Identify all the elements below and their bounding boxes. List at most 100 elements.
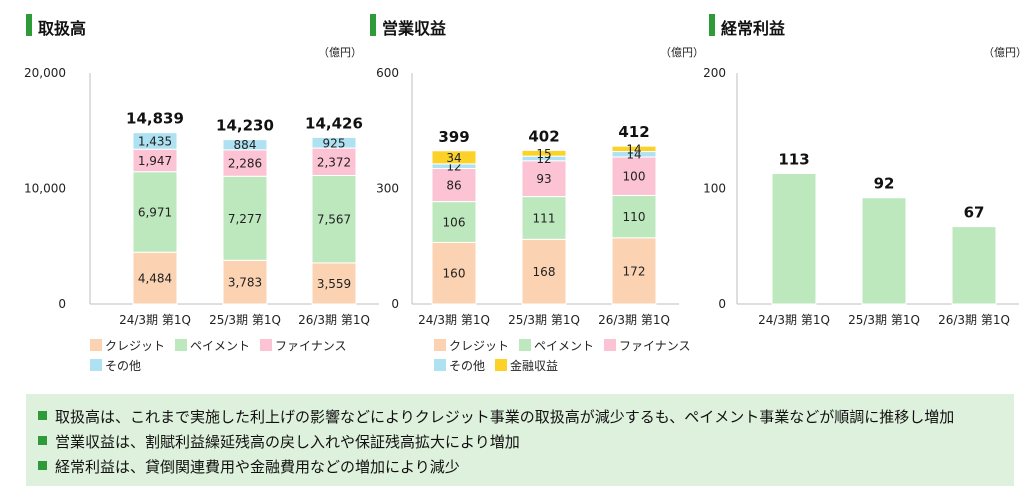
data-label: 6,971 [138, 205, 172, 219]
note-text: 営業収益は、割賦利益繰延残高の戻し入れや保証残高拡大により増加 [55, 433, 520, 451]
legend-item-finance: ファイナンス [604, 337, 691, 354]
x-tick-label: 24/3期 第1Q [758, 313, 830, 327]
unit-label: （億円） [318, 46, 362, 59]
y-tick-label: 200 [703, 66, 726, 80]
bar-segment-credit [521, 238, 567, 305]
data-label: 4,484 [138, 272, 172, 286]
y-tick-label: 0 [718, 297, 726, 311]
title-accent-bar [370, 14, 376, 36]
bar-segment-credit [222, 259, 268, 305]
legend-label: クレジット [105, 339, 166, 353]
data-label: 3,559 [317, 277, 351, 291]
legend-row: その他 金融収益 [434, 357, 701, 377]
legend-row: クレジット ペイメント ファイナンス [90, 337, 357, 357]
data-label: 1,947 [138, 154, 172, 168]
total-label: 402 [528, 127, 559, 145]
data-label: 7,277 [228, 212, 262, 226]
data-label: 93 [536, 172, 551, 186]
legend-swatch [434, 359, 446, 371]
bar-segment-credit [611, 237, 657, 305]
note-item: 経常利益は、貸倒関連費用や金融費用などの増加により減少 [38, 456, 460, 477]
y-tick-label: 20,000 [24, 66, 66, 80]
bar-segment-finance [611, 156, 657, 196]
total-label: 92 [874, 175, 895, 193]
legend-swatch [90, 339, 102, 351]
legend-handling-volume: クレジット ペイメント ファイナンスその他 [90, 337, 357, 377]
panel-operating-revenue: 営業収益 （億円） 0 300 600 160 106 86 12 34 399 24/3期 第1… [370, 0, 704, 390]
y-tick-label: 0 [391, 297, 399, 311]
bar-segment-finance [431, 167, 477, 203]
data-label: 15 [536, 147, 551, 161]
bar-segment-ordinary [771, 172, 817, 305]
legend-label: ファイナンス [619, 339, 691, 353]
bar-segment-ordinary [861, 197, 907, 305]
total-label: 14,839 [126, 110, 184, 128]
bar-segment-kinyu [431, 150, 477, 165]
legend-item-finance: ファイナンス [260, 337, 347, 354]
title-accent-bar [26, 14, 32, 36]
bullet-icon [38, 411, 47, 420]
legend-item-payment: ペイメント [519, 337, 594, 354]
bullet-icon [38, 461, 47, 470]
legend-item-other: その他 [434, 357, 485, 374]
legend-swatch [604, 339, 617, 351]
panel-ordinary-profit: 経常利益 （億円） 0 100 200 113 24/3期 第1Q 92 25/3期 第1Q… [703, 0, 1024, 390]
note-text: 取扱高は、これまで実施した利上げの影響などによりクレジット事業の取扱高が減少する… [55, 408, 955, 426]
x-tick-label: 26/3期 第1Q [598, 313, 670, 327]
panel-title: 経常利益 [721, 19, 786, 38]
legend-label: その他 [105, 359, 142, 373]
data-label: 86 [446, 179, 461, 193]
panel-title: 取扱高 [38, 19, 87, 38]
x-tick-label: 26/3期 第1Q [298, 313, 370, 327]
legend-item-credit: クレジット [434, 337, 509, 354]
y-tick-label: 10,000 [24, 182, 66, 196]
note-text: 経常利益は、貸倒関連費用や金融費用などの増加により減少 [55, 458, 460, 476]
bullet-icon [38, 436, 47, 445]
legend-swatch [90, 359, 102, 371]
data-label: 7,567 [317, 213, 351, 227]
legend-item-credit: クレジット [90, 337, 165, 354]
bar-segment-credit [431, 241, 477, 305]
legend-item-payment: ペイメント [175, 337, 250, 354]
panel-title: 営業収益 [382, 19, 447, 38]
legend-operating-revenue: クレジット ペイメント ファイナンスその他 金融収益 [434, 337, 701, 377]
note-item: 取扱高は、これまで実施した利上げの影響などによりクレジット事業の取扱高が減少する… [38, 406, 954, 427]
data-label: 884 [234, 138, 257, 152]
x-tick-label: 26/3期 第1Q [938, 313, 1010, 327]
data-label: 2,286 [228, 157, 262, 171]
bar-segment-other [222, 139, 268, 151]
data-label: 14 [626, 142, 641, 156]
y-tick-label: 0 [58, 297, 66, 311]
legend-swatch [260, 339, 273, 351]
bar-segment-kinyu [611, 145, 657, 153]
data-label: 168 [533, 265, 556, 279]
bar-segment-payment [311, 174, 357, 264]
data-label: 106 [443, 215, 466, 229]
data-label: 110 [623, 210, 646, 224]
bar-segment-payment [431, 201, 477, 243]
bar-segment-other [132, 132, 178, 150]
legend-swatch [519, 339, 532, 351]
data-label: 2,372 [317, 155, 351, 169]
y-tick-label: 600 [376, 66, 399, 80]
legend-label: ペイメント [190, 339, 251, 353]
x-tick-label: 25/3期 第1Q [209, 313, 281, 327]
data-label: 925 [323, 136, 346, 150]
unit-label: （億円） [983, 46, 1024, 59]
chart-handling-volume: 0 10,000 20,000 4,484 6,971 1,947 1,435 14,839 2… [24, 66, 379, 327]
total-label: 14,426 [305, 114, 363, 132]
bar-segment-kinyu [521, 149, 567, 157]
legend-label: その他 [449, 359, 486, 373]
legend-swatch [175, 339, 188, 351]
y-tick-label: 100 [703, 182, 726, 196]
bar-segment-finance [222, 149, 268, 177]
legend-label: ファイナンス [275, 339, 347, 353]
total-label: 412 [618, 123, 649, 141]
legend-label: ペイメント [534, 339, 595, 353]
data-label: 34 [446, 151, 461, 165]
title-accent-bar [709, 14, 715, 36]
total-label: 14,230 [216, 117, 274, 135]
data-label: 3,783 [228, 276, 262, 290]
bar-segment-credit [132, 251, 178, 305]
